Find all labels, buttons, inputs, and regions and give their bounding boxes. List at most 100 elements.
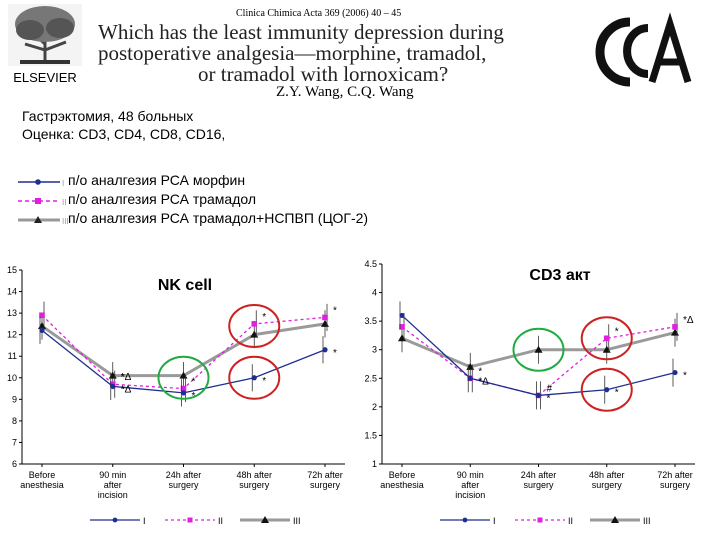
- significance-mark: *: [478, 376, 482, 387]
- x-tick-label: 90 min after incision: [98, 470, 128, 500]
- data-point-iii: [398, 334, 406, 342]
- significance-mark: *Δ: [478, 376, 489, 387]
- y-tick-label: 15: [7, 265, 17, 275]
- data-point-i: [467, 375, 473, 381]
- significance-mark: *: [615, 388, 619, 399]
- highlight-circle: [157, 355, 210, 400]
- significance-mark: *: [262, 312, 266, 323]
- significance-mark: *: [192, 377, 196, 388]
- bottom-legend-label-iii: III: [643, 516, 651, 526]
- x-tick-label: 90 min after incision: [455, 470, 485, 500]
- legend: I п/о аналгезия РСА морфин II п/о аналге…: [18, 172, 368, 229]
- data-point-i: [110, 383, 116, 389]
- y-tick-label: 12: [7, 330, 17, 340]
- data-point-iii: [534, 345, 543, 353]
- significance-mark: *: [121, 384, 125, 395]
- highlight-circle: [580, 316, 633, 361]
- significance-mark: *: [262, 376, 266, 387]
- data-point-i: [251, 375, 257, 381]
- x-tick-label: 48h after surgery: [589, 470, 625, 490]
- y-tick-label: 4.5: [364, 259, 377, 269]
- data-point-i: [180, 390, 187, 396]
- legend-swatch-iii: III: [18, 216, 69, 226]
- significance-mark: *: [615, 326, 619, 337]
- legend-entry-i: I п/о аналгезия РСА морфин: [18, 172, 245, 191]
- bottom-legend-label-iii: III: [293, 516, 301, 526]
- y-tick-label: 14: [7, 287, 17, 297]
- highlight-circle: [228, 304, 281, 349]
- highlight-circle: [512, 327, 565, 372]
- y-tick-label: 8: [12, 416, 17, 426]
- paper-title-line-1: Which has the least immunity depression …: [98, 20, 504, 44]
- y-tick-label: 11: [8, 351, 17, 361]
- legend-label-iii: п/о аналгезия РСА трамадол+НСПВП (ЦОГ-2): [68, 210, 369, 226]
- y-tick-label: 3.5: [364, 316, 377, 326]
- data-point-i: [399, 312, 405, 319]
- bottom-legend-marker-ii: [187, 517, 193, 523]
- y-tick-label: 10: [7, 373, 17, 383]
- data-point-ii: [322, 314, 328, 321]
- legend-entry-ii: II п/о аналгезия РСА трамадол: [18, 191, 256, 210]
- x-tick-label: 24h after surgery: [521, 470, 557, 490]
- significance-mark: *: [333, 348, 337, 359]
- paper-title-line-3: or tramadol with lornoxicam?: [198, 62, 449, 86]
- legend-label-i: п/о аналгезия РСА морфин: [68, 172, 246, 188]
- y-tick-label: 1: [372, 459, 377, 469]
- legend-key-iii: III: [62, 217, 68, 226]
- x-tick-label: 72h after surgery: [657, 470, 693, 490]
- bottom-legend-label-i: I: [143, 516, 146, 526]
- series-line-ii: [401, 326, 676, 397]
- paper-authors: Z.Y. Wang, C.Q. Wang: [276, 84, 414, 100]
- highlight-circle: [228, 355, 281, 400]
- bottom-legend-marker-i: [112, 517, 118, 523]
- legend-entry-iii: III п/о аналгезия РСА трамадол+НСПВП (ЦО…: [18, 210, 368, 229]
- legend-key-ii: II: [62, 198, 66, 207]
- significance-mark: *: [547, 393, 551, 404]
- significance-mark: *Δ: [683, 315, 694, 326]
- highlight-circle: [580, 367, 633, 412]
- significance-mark: *: [333, 305, 337, 316]
- significance-mark: *Δ: [121, 384, 132, 395]
- data-point-ii: [603, 335, 610, 342]
- data-point-ii: [180, 385, 187, 392]
- y-tick-label: 13: [7, 308, 17, 318]
- x-tick-label: 48h after surgery: [236, 470, 272, 490]
- significance-mark: *Δ: [121, 372, 132, 383]
- y-tick-label: 7: [12, 437, 17, 447]
- data-point-i: [604, 387, 610, 393]
- bottom-legend-marker-i: [462, 517, 468, 523]
- bottom-legend-label-i: I: [493, 516, 496, 526]
- y-tick-label: 2: [372, 402, 377, 412]
- info-line-1: Гастрэктомия, 48 больных: [22, 108, 194, 124]
- data-point-ii: [39, 312, 45, 319]
- x-tick-label: Before anesthesia: [20, 470, 64, 490]
- y-tick-label: 2.5: [364, 373, 377, 383]
- data-point-i: [535, 392, 542, 399]
- data-point-ii: [672, 324, 678, 330]
- x-tick-label: Before anesthesia: [380, 470, 424, 490]
- info-line-2: Оценка: CD3, CD4, CD8, CD16,: [22, 126, 226, 142]
- legend-key-i: I: [62, 179, 64, 188]
- significance-mark: *: [121, 372, 125, 383]
- significance-mark: #: [547, 383, 553, 394]
- y-tick-label: 1.5: [364, 430, 377, 440]
- bottom-legend-marker-ii: [537, 517, 543, 523]
- journal-reference: Clinica Chimica Acta 369 (2006) 40 – 45: [236, 8, 402, 19]
- paper-title-line-2: postoperative analgesia—morphine, tramad…: [98, 41, 487, 65]
- x-tick-label: 72h after surgery: [307, 470, 343, 490]
- legend-swatch-ii: II: [18, 198, 66, 207]
- legend-label-ii: п/о аналгезия РСА трамадол: [68, 191, 257, 207]
- data-point-ii: [251, 321, 258, 327]
- publisher-name: ELSEVIER: [13, 70, 77, 85]
- nk-cell-chart: 6 7 8 9 10 11 12 13 14 15 Before anesthesia 90 min af…: [7, 265, 345, 526]
- x-tick-label: 24h after surgery: [166, 470, 202, 490]
- y-tick-label: 9: [12, 394, 17, 404]
- bottom-legend-label-ii: II: [568, 516, 573, 526]
- data-point-i: [672, 369, 678, 376]
- y-tick-label: 4: [372, 288, 377, 298]
- elsevier-logo: ELSEVIER: [8, 4, 82, 85]
- legend-swatch-i: I: [18, 179, 64, 188]
- significance-mark: *: [192, 391, 196, 402]
- data-point-ii: [399, 324, 405, 330]
- y-tick-label: 3: [372, 345, 377, 355]
